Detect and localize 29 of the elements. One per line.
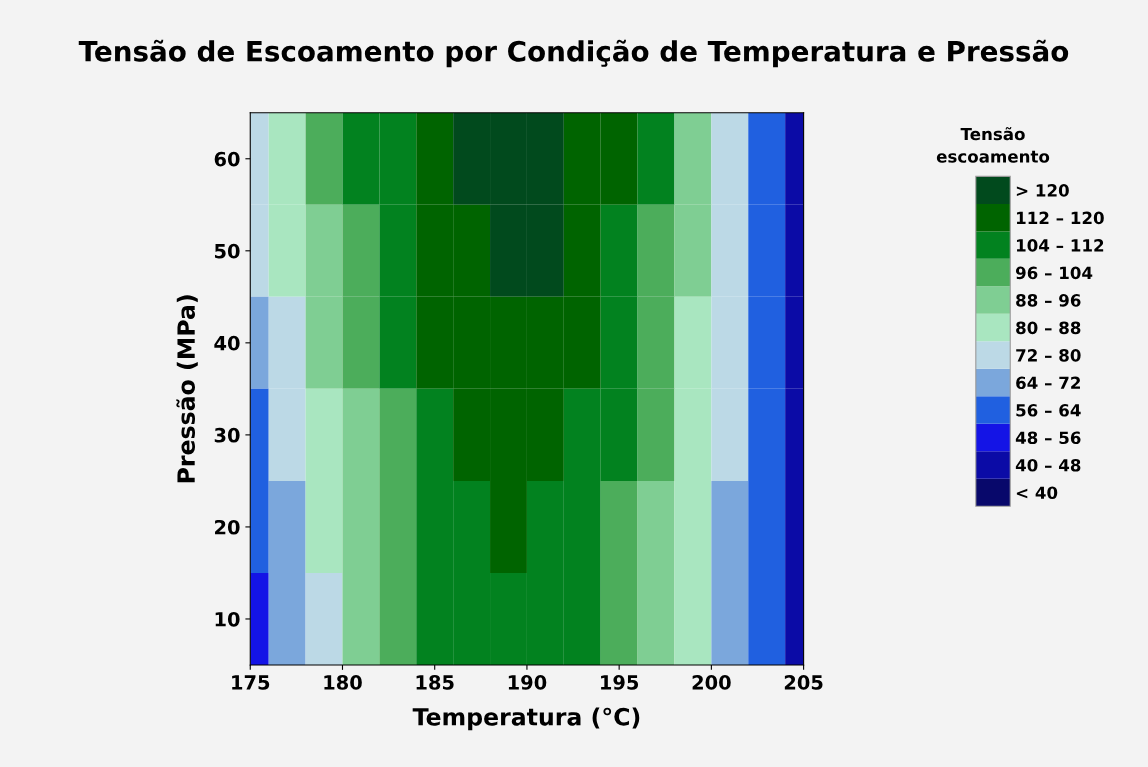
- color-bar-label: 40 – 48: [1015, 458, 1081, 472]
- color-bar-label: 80 – 88: [1016, 321, 1081, 335]
- x-tick-label: 190: [508, 675, 547, 690]
- x-tick-label: 180: [324, 675, 362, 690]
- color-bar-label: 48 – 56: [1015, 431, 1081, 445]
- x-tick-label: 205: [784, 675, 823, 690]
- chart-title: Tensão de Escoamento por Condição de Temperatura e Pressão: [78, 39, 1069, 68]
- x-axis-title: Temperatura (°C): [412, 707, 640, 731]
- y-tick-label: 60: [214, 151, 240, 167]
- y-tick-label: 50: [214, 243, 240, 259]
- color-bar-label: 104 – 112: [1016, 239, 1104, 252]
- color-bar-label: > 120: [1016, 184, 1069, 197]
- color-bar-title: Tensão escoamento: [936, 127, 1050, 163]
- color-bar-label: 88 – 96: [1016, 294, 1081, 307]
- y-tick-label: 10: [215, 611, 240, 627]
- color-bar-label: < 40: [1016, 486, 1058, 500]
- y-axis-title: Pressão (MPa): [176, 295, 198, 483]
- color-bar-label: 96 – 104: [1015, 266, 1093, 280]
- color-bar-label: 56 – 64: [1016, 404, 1081, 417]
- x-tick-label: 185: [416, 675, 454, 690]
- y-tick-label: 30: [214, 427, 240, 443]
- x-tick-label: 175: [232, 675, 270, 690]
- y-tick-label: 40: [214, 335, 240, 351]
- color-bar-label: 72 – 80: [1016, 349, 1081, 362]
- x-tick-label: 195: [601, 675, 639, 690]
- color-bar-label: 64 – 72: [1016, 376, 1080, 390]
- x-tick-label: 200: [692, 675, 731, 690]
- color-bar-label: 112 – 120: [1016, 211, 1104, 225]
- y-tick-label: 20: [215, 519, 240, 535]
